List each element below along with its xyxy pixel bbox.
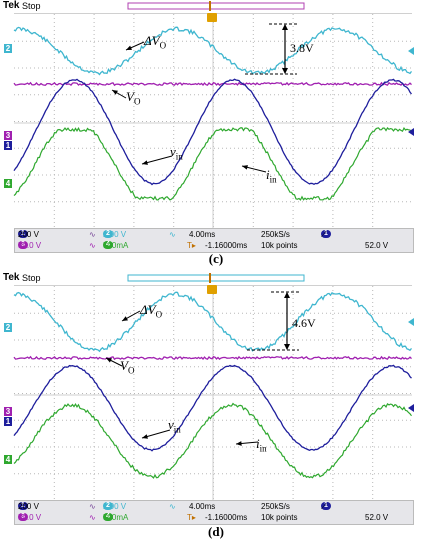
trigger-position[interactable]: -1.16000ms: [205, 241, 248, 250]
label-vin: vin: [170, 144, 183, 162]
scope-panel-d: Tek Stop ΔVO VO vin iin 4.6V 1 200 V ∿ 2…: [0, 272, 432, 539]
sine-icon: ∿: [89, 241, 96, 250]
timebase[interactable]: 4.00ms: [189, 230, 216, 239]
trace-ch4-iin: [13, 402, 412, 479]
waveform-graticule: [13, 285, 414, 500]
waveform-graticule: [13, 13, 414, 228]
sine-icon: ∿: [169, 230, 176, 239]
ch4-scale: 500mA: [103, 241, 129, 250]
trigger-position[interactable]: -1.16000ms: [205, 513, 248, 522]
ch3-scale: 50.0 V: [18, 513, 42, 522]
record-length: 10k points: [261, 241, 298, 250]
label-vin: vin: [168, 417, 181, 435]
waveform-screen[interactable]: [13, 285, 414, 501]
channel-marker-2[interactable]: 2: [4, 323, 12, 332]
ch4-badge[interactable]: 4: [103, 241, 113, 249]
brand-logo: Tek: [3, 0, 20, 11]
trigger-source-badge[interactable]: 1: [321, 230, 331, 238]
record-position-bar: [127, 273, 305, 283]
ch1-scale: 200 V: [18, 230, 39, 239]
scope-top-bar: Tek Stop: [0, 0, 432, 13]
amplitude-label: 3.8V: [290, 41, 314, 55]
trace-ch2-delta-vo: [13, 291, 413, 353]
ch2-badge[interactable]: 2: [103, 502, 113, 510]
ch2-scale: 2.00 V: [103, 230, 127, 239]
label-iin: iin: [256, 436, 267, 454]
channel-marker-4[interactable]: 4: [4, 455, 12, 464]
trace-ch3-vo: [13, 355, 412, 361]
channel-marker-3[interactable]: 3: [4, 407, 12, 416]
trigger-slope-icon: ⟋: [321, 502, 327, 511]
ch1-badge[interactable]: 1: [18, 502, 28, 510]
channel-marker-2[interactable]: 2: [4, 44, 12, 53]
trace-ch2-delta-vo: [13, 26, 413, 76]
amplitude-label: 4.6V: [292, 316, 316, 330]
run-state: Stop: [22, 273, 41, 283]
channel-marker-4[interactable]: 4: [4, 179, 12, 188]
brand-logo: Tek: [3, 272, 20, 283]
sine-icon: ∿: [89, 502, 96, 511]
label-vo: VO: [126, 89, 141, 107]
timebase[interactable]: 4.00ms: [189, 502, 216, 511]
status-bar: 1 200 V ∿ 2 2.00 V ∿ 3 50.0 V ∿ 4 500mA …: [14, 228, 414, 253]
channel-marker-1[interactable]: 1: [4, 417, 12, 426]
trigger-source-badge[interactable]: 1: [321, 502, 331, 510]
ch4-scale: 500mA: [103, 513, 129, 522]
trace-ch4-iin: [13, 126, 412, 201]
trigger-level[interactable]: 52.0 V: [365, 513, 389, 522]
trace-ch3-vo: [13, 81, 412, 87]
sine-icon: ∿: [89, 230, 96, 239]
run-state: Stop: [22, 1, 41, 11]
panel-caption: (c): [208, 251, 224, 266]
scope-panel-c: Tek Stop ΔVO VO vin iin 3.8V 1 200 V ∿ 2…: [0, 0, 432, 266]
trace-ch1-vin: [13, 78, 412, 186]
ch3-badge[interactable]: 3: [18, 513, 28, 521]
label-iin: iin: [266, 167, 277, 185]
channel-marker-3[interactable]: 3: [4, 131, 12, 140]
panel-caption: (d): [208, 524, 224, 539]
ch1-scale: 200 V: [18, 502, 39, 511]
sample-rate: 250kS/s: [261, 230, 290, 239]
waveform-screen[interactable]: [13, 13, 414, 229]
trigger-slope-icon: ⟋: [321, 230, 327, 239]
label-vo: VO: [120, 358, 135, 376]
trace-ch1-vin: [13, 364, 412, 452]
ch3-badge[interactable]: 3: [18, 241, 28, 249]
sample-rate: 250kS/s: [261, 502, 290, 511]
ch3-scale: 50.0 V: [18, 241, 42, 250]
ch2-scale: 2.00 V: [103, 502, 127, 511]
scope-top-bar: Tek Stop: [0, 272, 432, 285]
record-length: 10k points: [261, 513, 298, 522]
sine-icon: ∿: [89, 513, 96, 522]
sine-icon: ∿: [169, 502, 176, 511]
channel-marker-1[interactable]: 1: [4, 141, 12, 150]
record-position-bar: [127, 1, 305, 11]
status-bar: 1 200 V ∿ 2 2.00 V ∿ 3 50.0 V ∿ 4 500mA …: [14, 500, 414, 525]
label-delta-vo: ΔVO: [140, 302, 163, 320]
ch2-badge[interactable]: 2: [103, 230, 113, 238]
label-delta-vo: ΔVO: [144, 33, 167, 51]
trigger-t-icon: T▸: [187, 241, 196, 250]
ch4-badge[interactable]: 4: [103, 513, 113, 521]
trigger-level[interactable]: 52.0 V: [365, 241, 389, 250]
ch1-badge[interactable]: 1: [18, 230, 28, 238]
trigger-t-icon: T▸: [187, 513, 196, 522]
